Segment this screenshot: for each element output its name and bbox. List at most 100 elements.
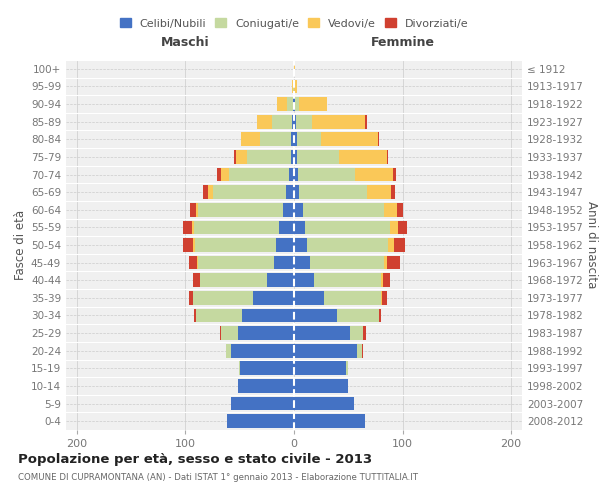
Bar [293, 80, 294, 94]
Bar [192, 220, 194, 234]
Bar [381, 291, 382, 304]
Legend: Celibi/Nubili, Coniugati/e, Vedovi/e, Divorziati/e: Celibi/Nubili, Coniugati/e, Vedovi/e, Di… [115, 14, 473, 33]
Bar [231, 344, 294, 358]
Bar [294, 132, 297, 146]
Bar [383, 274, 389, 287]
Bar [321, 132, 377, 146]
Bar [294, 150, 297, 164]
Bar [221, 168, 229, 181]
Bar [294, 97, 295, 111]
Bar [294, 362, 346, 375]
Text: Maschi: Maschi [161, 36, 210, 50]
Bar [393, 168, 396, 181]
Bar [294, 62, 295, 76]
Bar [229, 168, 289, 181]
Bar [286, 186, 294, 199]
Bar [294, 326, 350, 340]
Bar [231, 396, 294, 410]
Bar [313, 115, 365, 128]
Bar [379, 308, 381, 322]
Bar [238, 326, 294, 340]
Bar [346, 362, 348, 375]
Bar [226, 344, 231, 358]
Bar [338, 150, 388, 164]
Bar [302, 203, 384, 216]
Bar [197, 256, 199, 270]
Bar [294, 168, 298, 181]
Bar [388, 238, 394, 252]
Bar [294, 344, 357, 358]
Bar [397, 203, 403, 216]
Bar [208, 186, 212, 199]
Bar [382, 291, 388, 304]
Bar [183, 238, 193, 252]
Bar [292, 80, 293, 94]
Bar [294, 379, 348, 393]
Text: COMUNE DI CUPRAMONTANA (AN) - Dati ISTAT 1° gennaio 2013 - Elaborazione TUTTITAL: COMUNE DI CUPRAMONTANA (AN) - Dati ISTAT… [18, 472, 418, 482]
Bar [357, 344, 362, 358]
Bar [337, 308, 379, 322]
Y-axis label: Fasce di età: Fasce di età [14, 210, 27, 280]
Bar [227, 414, 294, 428]
Bar [391, 186, 395, 199]
Bar [294, 220, 305, 234]
Bar [377, 132, 379, 146]
Bar [388, 256, 400, 270]
Bar [275, 238, 294, 252]
Bar [291, 150, 294, 164]
Bar [292, 115, 294, 128]
Bar [188, 256, 197, 270]
Bar [253, 291, 294, 304]
Bar [314, 274, 381, 287]
Bar [294, 238, 307, 252]
Bar [200, 274, 267, 287]
Bar [193, 274, 200, 287]
Bar [221, 326, 238, 340]
Bar [287, 97, 293, 111]
Bar [190, 203, 196, 216]
Bar [355, 168, 393, 181]
Bar [294, 115, 296, 128]
Bar [384, 203, 397, 216]
Bar [362, 344, 364, 358]
Bar [236, 150, 247, 164]
Bar [305, 220, 389, 234]
Bar [398, 220, 407, 234]
Text: Popolazione per età, sesso e stato civile - 2013: Popolazione per età, sesso e stato civil… [18, 452, 372, 466]
Bar [294, 396, 354, 410]
Bar [283, 203, 294, 216]
Bar [381, 274, 383, 287]
Bar [217, 168, 221, 181]
Bar [307, 238, 388, 252]
Bar [241, 132, 260, 146]
Bar [257, 115, 272, 128]
Bar [325, 291, 381, 304]
Bar [277, 97, 287, 111]
Bar [212, 186, 286, 199]
Bar [299, 97, 326, 111]
Bar [193, 291, 253, 304]
Y-axis label: Anni di nascita: Anni di nascita [584, 202, 598, 288]
Bar [240, 362, 294, 375]
Bar [274, 256, 294, 270]
Bar [242, 308, 294, 322]
Bar [183, 220, 192, 234]
Bar [310, 256, 384, 270]
Bar [267, 274, 294, 287]
Bar [294, 414, 365, 428]
Bar [234, 150, 236, 164]
Bar [294, 203, 302, 216]
Bar [238, 379, 294, 393]
Bar [389, 220, 398, 234]
Bar [294, 256, 310, 270]
Bar [220, 326, 221, 340]
Bar [350, 326, 364, 340]
Bar [196, 203, 199, 216]
Bar [272, 115, 292, 128]
Bar [297, 132, 321, 146]
Bar [294, 80, 297, 94]
Bar [199, 256, 274, 270]
Text: Femmine: Femmine [371, 36, 434, 50]
Bar [367, 186, 391, 199]
Bar [294, 274, 314, 287]
